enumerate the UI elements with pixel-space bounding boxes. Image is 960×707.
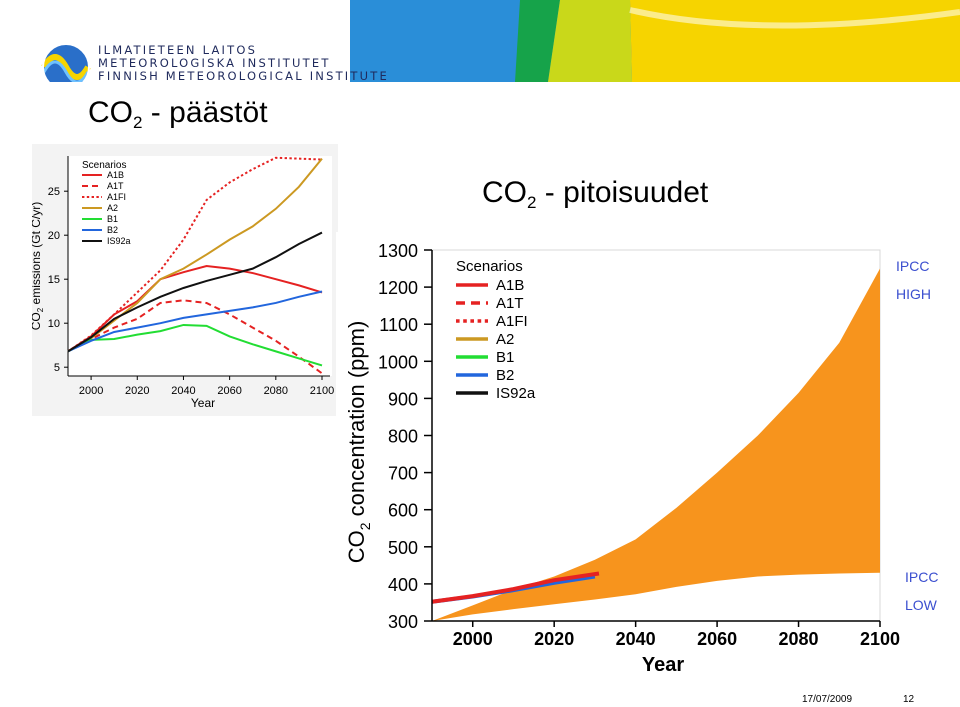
- concentration-x-tick-label: 2080: [779, 629, 819, 649]
- concentration-series-a1b: [431, 571, 600, 604]
- footer-date: 17/07/2009: [802, 694, 853, 705]
- concentration-legend-title: Scenarios: [456, 258, 523, 275]
- emissions-legend-label: B2: [107, 225, 118, 235]
- concentration-legend-label: A1B: [496, 277, 524, 294]
- concentration-y-tick-label: 1300: [378, 241, 418, 261]
- ipcc-high-label-bottom: HIGH: [896, 286, 931, 302]
- concentration-legend-label: B1: [496, 349, 514, 366]
- emissions-legend-label: A1B: [107, 170, 124, 180]
- concentration-title: CO2 - pitoisuudet: [482, 176, 709, 212]
- concentration-y-tick-label: 400: [388, 575, 418, 595]
- banner-swoosh: [629, 7, 960, 29]
- concentration-chart: 2000 2020 2040 2060 2080 2100 300 400 500 600 700 8…: [336, 232, 908, 676]
- emissions-y-tick-label: 25: [48, 186, 60, 198]
- emissions-series-a1fi: [67, 156, 323, 353]
- header-banner: [41, 0, 960, 82]
- emissions-x-axis-label: Year: [191, 396, 215, 410]
- emissions-x-tick-label: 2100: [310, 385, 334, 397]
- emissions-legend-label: A1T: [107, 181, 124, 191]
- concentration-x-axis-label: Year: [642, 654, 684, 676]
- concentration-y-tick-label: 300: [388, 612, 418, 632]
- emissions-chart: 2000 2020 2040 2060 2080 2100 5 10 15 20 25 Scenar…: [32, 144, 338, 416]
- emissions-legend-label: A1FI: [107, 192, 126, 202]
- concentration-legend-label: A1T: [496, 295, 524, 312]
- fmi-logo-icon: [41, 43, 91, 82]
- concentration-x-tick-label: 2100: [860, 629, 900, 649]
- ipcc-high-label-top: IPCC: [896, 258, 930, 274]
- emissions-x-tick-label: 2040: [171, 385, 195, 397]
- emissions-series-b2: [67, 290, 323, 353]
- banner-band-green: [515, 0, 560, 82]
- institute-line-en: FINNISH METEOROLOGICAL INSTITUTE: [98, 69, 389, 83]
- emissions-series-a2: [67, 158, 323, 353]
- concentration-y-axis-label: CO2 concentration (ppm): [344, 321, 373, 564]
- concentration-y-tick-label: 500: [388, 538, 418, 558]
- banner-band-yellow: [630, 0, 960, 82]
- concentration-legend-label: A2: [496, 331, 514, 348]
- concentration-y-tick-label: 1100: [379, 315, 418, 335]
- emissions-y-axis-label: CO2 emissions (Gt C/yr): [32, 202, 45, 330]
- concentration-axes: 2000 2020 2040 2060 2080 2100 300 400 500 600 700 8…: [378, 241, 900, 649]
- emissions-legend-title: Scenarios: [82, 160, 126, 171]
- concentration-legend-label: B2: [496, 367, 514, 384]
- emissions-series-b1: [67, 323, 323, 367]
- concentration-range-band: [432, 268, 880, 621]
- emissions-title: CO2 - päästöt: [88, 96, 268, 132]
- institute-line-fi: ILMATIETEEN LAITOS: [98, 43, 258, 57]
- emissions-legend-label: A2: [107, 203, 118, 213]
- emissions-x-tick-label: 2000: [79, 385, 103, 397]
- concentration-series: [431, 571, 600, 604]
- emissions-series-is92a: [67, 231, 323, 353]
- concentration-legend-label: IS92a: [496, 385, 536, 402]
- concentration-x-tick-label: 2020: [534, 629, 574, 649]
- ipcc-low-label-bottom: LOW: [905, 597, 937, 613]
- emissions-series: [67, 156, 323, 375]
- concentration-y-tick-label: 600: [388, 501, 418, 521]
- emissions-x-tick-label: 2060: [217, 385, 241, 397]
- concentration-x-tick-label: 2060: [697, 629, 737, 649]
- concentration-y-tick-label: 1000: [378, 352, 418, 372]
- page-number: 12: [903, 694, 915, 705]
- emissions-series-a1t: [67, 299, 323, 375]
- concentration-y-tick-label: 800: [388, 427, 418, 447]
- institute-line-sv: METEOROLOGISKA INSTITUTET: [98, 56, 331, 70]
- concentration-y-tick-label: 1200: [378, 278, 418, 298]
- emissions-y-tick-label: 10: [48, 318, 60, 330]
- concentration-y-tick-label: 900: [388, 389, 418, 409]
- emissions-legend-label: B1: [107, 214, 118, 224]
- emissions-axes: 2000 2020 2040 2060 2080 2100 5 10 15 20 25: [48, 156, 334, 397]
- emissions-y-tick-label: 5: [54, 362, 60, 374]
- concentration-legend-label: A1FI: [496, 313, 528, 330]
- emissions-y-tick-label: 20: [48, 230, 60, 242]
- concentration-x-tick-label: 2040: [616, 629, 656, 649]
- emissions-x-tick-label: 2080: [264, 385, 288, 397]
- concentration-range-area: [432, 268, 880, 621]
- banner-band-lime: [548, 0, 632, 82]
- emissions-x-tick-label: 2020: [125, 385, 149, 397]
- emissions-y-tick-label: 15: [48, 274, 60, 286]
- institute-name: ILMATIETEEN LAITOS METEOROLOGISKA INSTIT…: [98, 44, 389, 83]
- ipcc-low-label-top: IPCC: [905, 569, 939, 585]
- emissions-legend-label: IS92a: [107, 236, 131, 246]
- concentration-x-tick-label: 2000: [453, 629, 493, 649]
- banner-color-bands: [350, 0, 960, 82]
- concentration-y-tick-label: 700: [388, 464, 418, 484]
